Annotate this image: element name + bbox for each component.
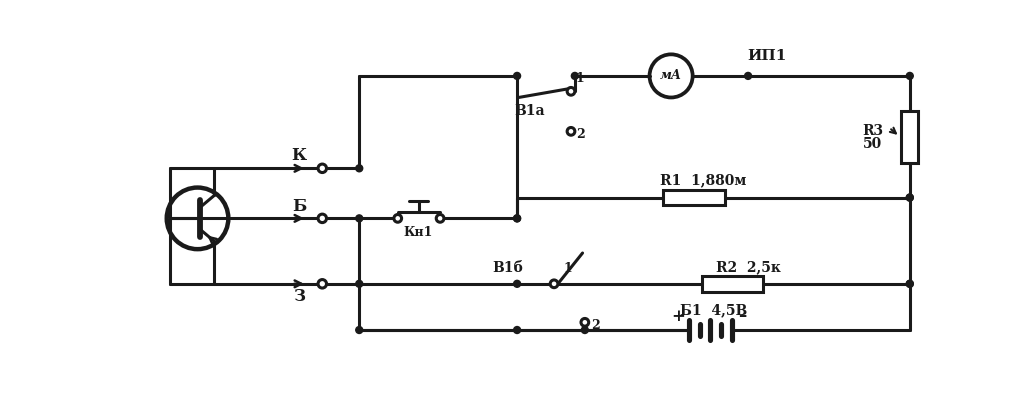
Circle shape (514, 326, 520, 333)
Text: +: + (671, 308, 685, 325)
Circle shape (550, 280, 558, 288)
Circle shape (514, 215, 520, 222)
Text: R2  2,5к: R2 2,5к (716, 260, 780, 274)
Circle shape (567, 87, 575, 95)
Text: ИП1: ИП1 (748, 49, 787, 63)
Circle shape (514, 215, 520, 222)
Text: мА: мА (660, 69, 682, 82)
Circle shape (906, 73, 914, 80)
Circle shape (355, 326, 363, 333)
Circle shape (572, 73, 578, 80)
Circle shape (906, 194, 914, 201)
Circle shape (567, 127, 575, 135)
Text: В1а: В1а (514, 104, 545, 118)
Text: В1б: В1б (492, 262, 523, 275)
Circle shape (514, 280, 520, 287)
Circle shape (745, 73, 751, 80)
Text: 2: 2 (576, 128, 584, 141)
Circle shape (355, 215, 363, 222)
Text: R3: R3 (862, 124, 884, 137)
Circle shape (318, 214, 326, 223)
Circle shape (906, 280, 914, 287)
Bar (901, 111, 918, 163)
Circle shape (318, 164, 326, 173)
Circle shape (581, 319, 588, 326)
Text: R1  1,880м: R1 1,880м (660, 174, 747, 188)
Circle shape (906, 280, 914, 287)
Circle shape (394, 215, 402, 222)
Bar (663, 190, 725, 205)
Text: К: К (291, 147, 307, 164)
Text: 2: 2 (592, 319, 600, 332)
Circle shape (514, 73, 520, 80)
Text: Б1  4,5В: Б1 4,5В (680, 303, 747, 317)
Circle shape (355, 165, 363, 172)
Text: Б: Б (292, 197, 307, 215)
Text: 50: 50 (863, 137, 883, 151)
Text: З: З (293, 288, 306, 305)
Text: 1: 1 (576, 73, 584, 86)
Circle shape (581, 326, 588, 333)
Text: –: – (739, 308, 747, 325)
Bar (702, 276, 764, 291)
Circle shape (906, 194, 914, 201)
Circle shape (318, 279, 326, 288)
Circle shape (355, 280, 363, 287)
Text: 1: 1 (564, 262, 572, 275)
Text: Кн1: Кн1 (404, 226, 433, 239)
Circle shape (436, 215, 444, 222)
